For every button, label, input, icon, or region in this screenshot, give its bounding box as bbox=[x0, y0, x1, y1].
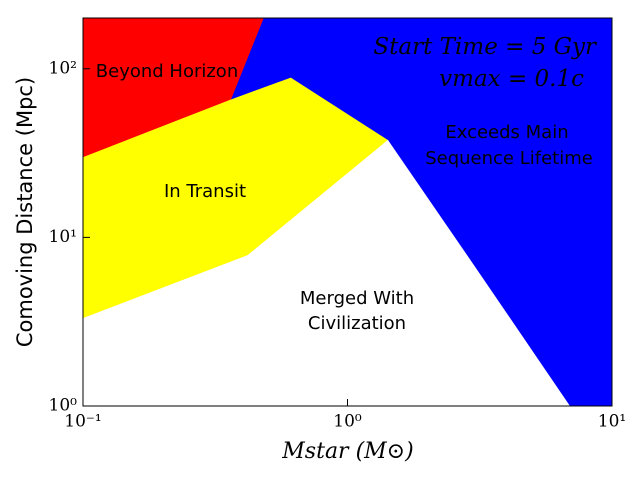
y-tick-label: 10⁰ bbox=[49, 396, 78, 416]
region-label: Beyond Horizon bbox=[96, 61, 238, 82]
x-tick-label: 10⁰ bbox=[333, 412, 362, 432]
title-line: Start Time = 5 Gyr bbox=[373, 34, 598, 60]
y-tick-label: 10¹ bbox=[49, 227, 77, 247]
region-label: Exceeds Main bbox=[445, 122, 568, 143]
title-line: vmax = 0.1c bbox=[439, 66, 584, 92]
region-label: Civilization bbox=[308, 313, 406, 334]
x-tick-label: 10¹ bbox=[598, 412, 626, 432]
x-axis-label: Mstar (M⊙) bbox=[281, 439, 413, 464]
region-label: In Transit bbox=[164, 181, 246, 202]
region-label: Sequence Lifetime bbox=[425, 148, 593, 169]
y-axis-label: Comoving Distance (Mpc) bbox=[13, 77, 37, 347]
y-tick-label: 10² bbox=[49, 58, 77, 78]
x-tick-label: 10⁻¹ bbox=[64, 412, 101, 432]
region-label: Merged With bbox=[300, 288, 414, 309]
